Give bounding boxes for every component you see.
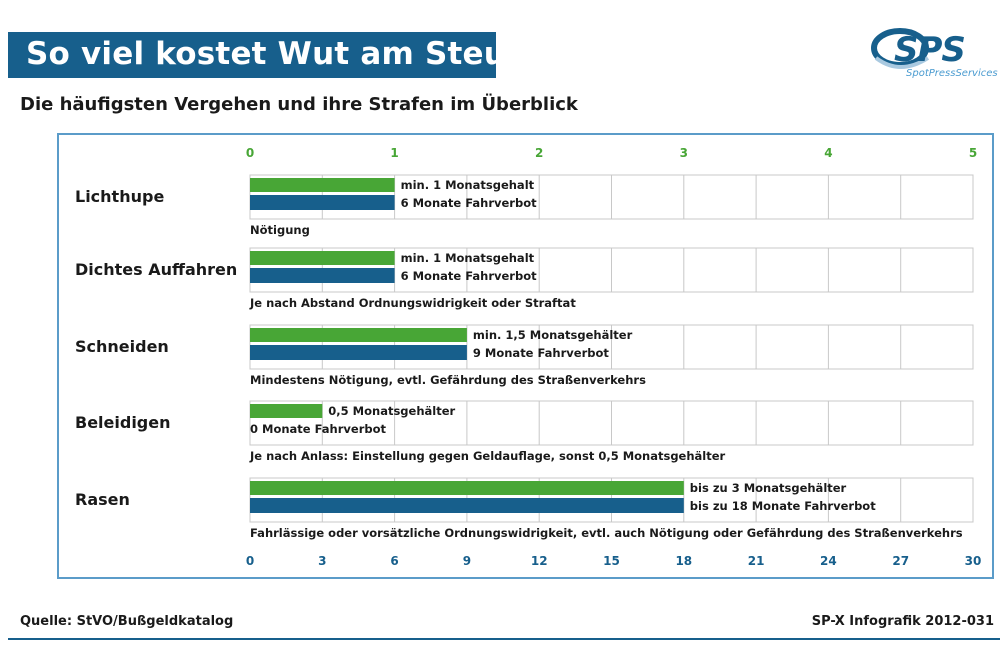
- row-note: Mindestens Nötigung, evtl. Gefährdung de…: [250, 373, 646, 387]
- sps-logo: SPS SpotPressServices: [870, 28, 998, 84]
- credit-note: SP-X Infografik 2012-031: [811, 614, 994, 629]
- row-note: Je nach Anlass: Einstellung gegen Geldau…: [249, 449, 726, 463]
- data-label-green: bis zu 3 Monatsgehälter: [690, 481, 847, 495]
- category-label: Schneiden: [75, 337, 169, 356]
- bottom-tick-label: 27: [892, 554, 909, 568]
- bottom-tick-label: 15: [603, 554, 620, 568]
- bar-green: [250, 178, 395, 192]
- top-tick-label: 0: [246, 146, 254, 160]
- title-bar: So viel kostet Wut am Steuer: [8, 32, 543, 78]
- top-tick-label: 2: [535, 146, 543, 160]
- data-label-green: min. 1,5 Monatsgehälter: [473, 328, 633, 342]
- bar-blue: [250, 498, 684, 513]
- data-label-green: min. 1 Monatsgehalt: [401, 178, 535, 192]
- bottom-tick-label: 0: [246, 554, 254, 568]
- bottom-tick-label: 3: [318, 554, 326, 568]
- chart-panel: [57, 133, 994, 579]
- bar-green: [250, 481, 684, 495]
- category-label: Beleidigen: [75, 413, 171, 432]
- bottom-tick-label: 18: [675, 554, 692, 568]
- data-label-blue: 0 Monate Fahrverbot: [250, 422, 386, 436]
- data-label-green: 0,5 Monatsgehälter: [328, 404, 455, 418]
- category-label: Lichthupe: [75, 187, 164, 206]
- chart-subtitle: Die häufigsten Vergehen und ihre Strafen…: [20, 94, 578, 115]
- row-note: Je nach Abstand Ordnungswidrigkeit oder …: [249, 296, 576, 310]
- chart-title: So viel kostet Wut am Steuer: [26, 36, 543, 72]
- bar-blue: [250, 195, 395, 210]
- source-note: Quelle: StVO/Bußgeldkatalog: [20, 614, 234, 629]
- bar-blue: [250, 345, 467, 360]
- row-note: Nötigung: [250, 223, 310, 237]
- bar-green: [250, 328, 467, 342]
- bottom-tick-label: 21: [748, 554, 765, 568]
- category-label: Rasen: [75, 490, 130, 509]
- bottom-tick-label: 30: [965, 554, 982, 568]
- logo-letters: SPS: [894, 30, 966, 70]
- logo-tagline: SpotPressServices: [906, 68, 998, 79]
- top-tick-label: 1: [390, 146, 398, 160]
- data-label-blue: 9 Monate Fahrverbot: [473, 346, 609, 360]
- bar-green: [250, 404, 323, 418]
- bottom-tick-label: 24: [820, 554, 837, 568]
- data-label-green: min. 1 Monatsgehalt: [401, 251, 535, 265]
- top-tick-label: 3: [680, 146, 688, 160]
- bottom-tick-label: 12: [531, 554, 548, 568]
- bottom-rule: [8, 638, 1000, 640]
- bottom-tick-label: 6: [390, 554, 398, 568]
- top-tick-label: 5: [969, 146, 977, 160]
- bar-green: [250, 251, 395, 265]
- row-note: Fahrlässige oder vorsätzliche Ordnungswi…: [250, 526, 963, 540]
- category-label: Dichtes Auffahren: [75, 260, 237, 279]
- bottom-tick-label: 9: [463, 554, 471, 568]
- data-label-blue: 6 Monate Fahrverbot: [401, 196, 537, 210]
- top-tick-label: 4: [824, 146, 832, 160]
- data-label-blue: 6 Monate Fahrverbot: [401, 269, 537, 283]
- bar-blue: [250, 268, 395, 283]
- logo-swoosh-icon: [871, 28, 930, 69]
- data-label-blue: bis zu 18 Monate Fahrverbot: [690, 499, 876, 513]
